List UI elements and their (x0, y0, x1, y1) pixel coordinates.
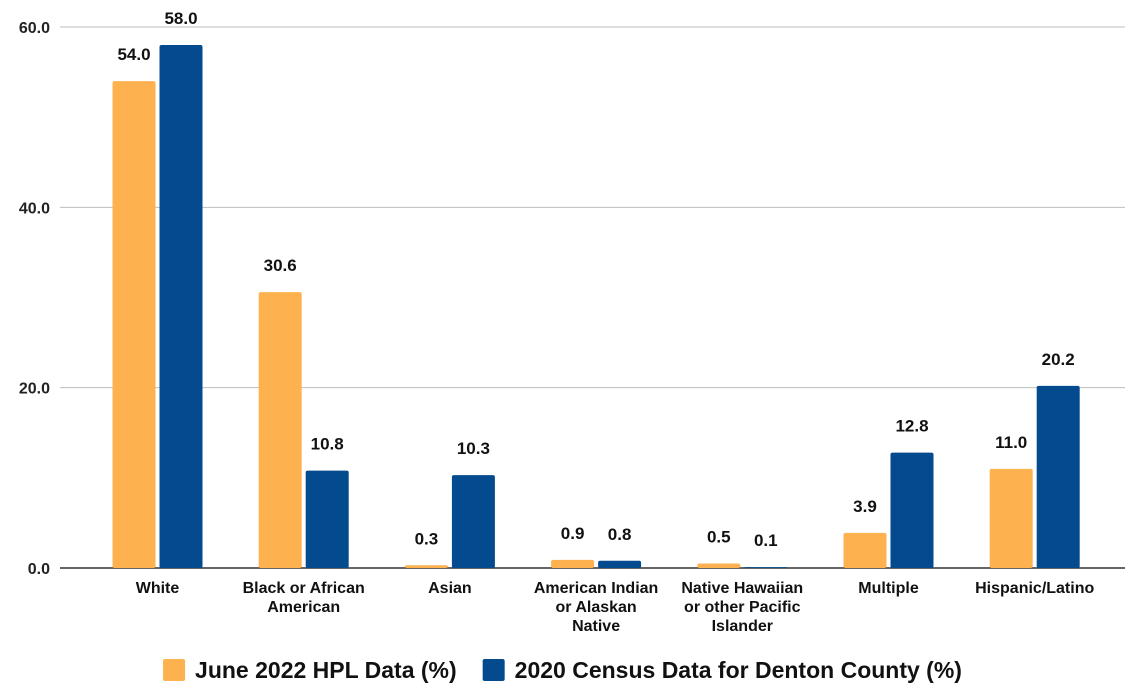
bar (890, 452, 934, 568)
bar (258, 292, 302, 568)
data-label: 11.0 (995, 433, 1027, 452)
data-label: 30.6 (264, 256, 297, 275)
data-label: 58.0 (164, 9, 197, 28)
y-tick-label: 60.0 (19, 20, 50, 37)
x-tick-label: Native Hawaiian or other Pacific Islander (681, 580, 803, 635)
bar (159, 45, 203, 569)
data-label: 0.5 (707, 527, 731, 546)
data-label: 10.3 (457, 439, 490, 458)
data-label: 54.0 (117, 45, 150, 64)
legend-entry: June 2022 HPL Data (%) (163, 657, 457, 683)
data-label: 0.1 (754, 531, 778, 550)
y-tick-label: 20.0 (19, 381, 50, 398)
data-label: 10.8 (311, 435, 344, 454)
x-tick-label: White (136, 580, 180, 597)
bar (1036, 385, 1080, 568)
bar (551, 559, 595, 568)
data-label: 3.9 (853, 497, 877, 516)
y-tick-label: 40.0 (19, 200, 50, 217)
gridlines (60, 26, 1125, 569)
data-label: 0.9 (561, 524, 585, 543)
data-label: 0.3 (415, 529, 439, 548)
x-tick-label: Asian (428, 580, 472, 597)
bar (598, 560, 642, 568)
bar (843, 532, 887, 568)
bar (112, 81, 156, 568)
legend-label: June 2022 HPL Data (%) (195, 657, 457, 683)
legend: June 2022 HPL Data (%) 2020 Census Data f… (163, 657, 962, 683)
legend-label: 2020 Census Data for Denton County (%) (515, 657, 962, 683)
data-label: 0.8 (608, 525, 632, 544)
bar (697, 563, 741, 568)
bar (989, 468, 1033, 568)
x-axis: White Black or African American Asian Americ… (136, 580, 1095, 635)
legend-swatch (482, 659, 505, 681)
bars (112, 45, 1080, 569)
y-tick-label: 0.0 (28, 561, 50, 578)
bar (305, 470, 349, 568)
legend-swatch (163, 659, 186, 681)
x-tick-label: Multiple (858, 580, 919, 597)
legend-entry: 2020 Census Data for Denton County (%) (482, 657, 962, 683)
y-axis: 0.0 20.0 40.0 60.0 (19, 20, 50, 578)
data-label: 20.2 (1042, 350, 1075, 369)
bar (744, 567, 788, 568)
data-labels: 54.0 30.6 0.3 0.9 0.5 3.9 11.0 58.0 10.8 10.3 0.8 0… (115, 7, 1076, 552)
x-tick-label: Hispanic/Latino (975, 580, 1094, 597)
data-label: 12.8 (895, 417, 928, 436)
x-tick-label: Black or African American (243, 580, 365, 616)
bar (404, 565, 448, 568)
x-tick-label: American Indian or Alaskan Native (534, 580, 658, 635)
bar (451, 475, 495, 568)
